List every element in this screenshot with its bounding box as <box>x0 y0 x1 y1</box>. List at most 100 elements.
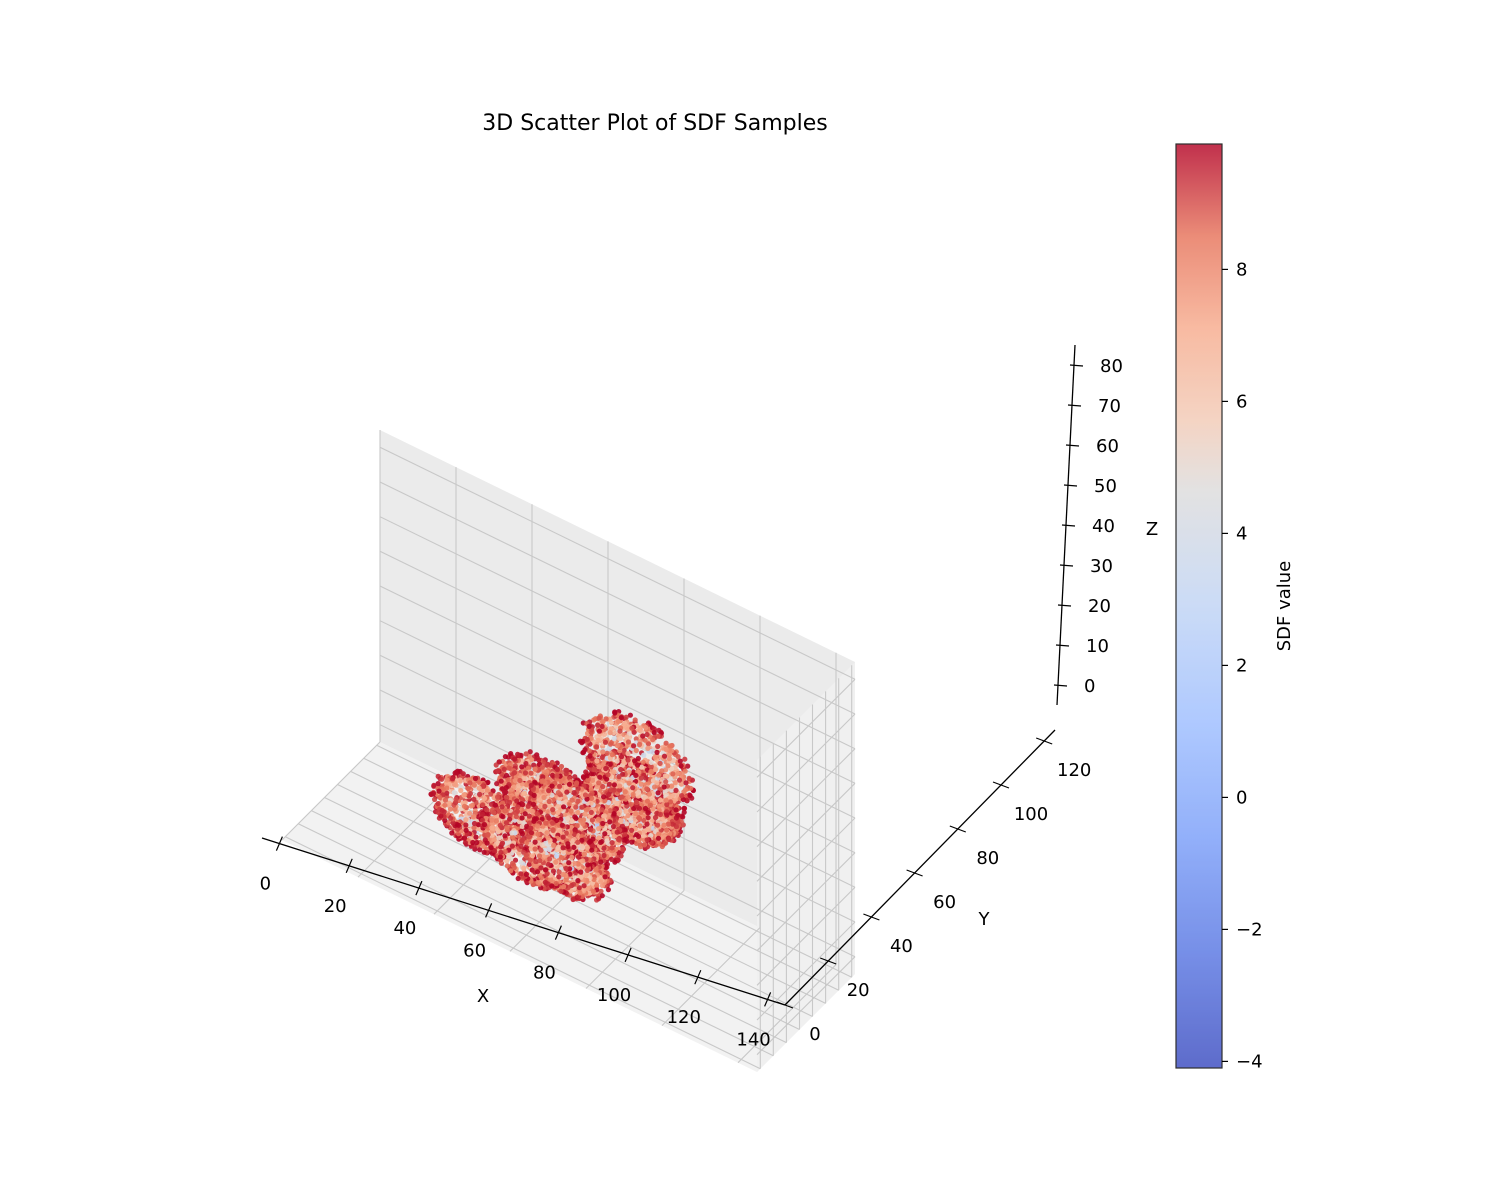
scatter-point <box>619 794 625 800</box>
scatter-point <box>675 770 681 777</box>
scatter-point <box>661 822 667 828</box>
scatter-point <box>611 782 618 788</box>
scatter-point <box>644 837 650 843</box>
y-tick-mark <box>1035 737 1053 745</box>
scatter-point <box>618 754 625 760</box>
scatter-point <box>659 816 666 822</box>
scatter-point <box>666 752 672 758</box>
scatter-point <box>609 856 615 863</box>
scatter-point <box>602 739 609 745</box>
scatter-point <box>627 712 634 718</box>
scatter-point <box>643 775 649 781</box>
scatter-point <box>680 796 686 803</box>
scatter-point <box>477 847 483 853</box>
scatter-point <box>528 770 534 776</box>
scatter-point <box>640 733 646 739</box>
scatter-point <box>664 827 670 833</box>
z-tick-mark <box>1057 604 1072 607</box>
grid-line-z-back <box>756 921 856 1021</box>
scatter-point <box>637 823 643 829</box>
scatter-point <box>600 820 606 827</box>
scatter-point <box>609 840 615 846</box>
scatter-point <box>534 754 540 761</box>
z-tick-label: 30 <box>1090 556 1113 577</box>
scatter-point <box>617 728 623 734</box>
scatter-point <box>597 774 603 780</box>
scatter-point <box>618 736 624 742</box>
scatter-point <box>641 842 647 848</box>
scatter-point <box>505 777 511 783</box>
z-tick-mark <box>1059 564 1074 567</box>
scatter-point <box>554 766 561 773</box>
scatter-point <box>670 757 677 764</box>
scatter-point <box>675 819 681 825</box>
scatter-point <box>523 751 529 757</box>
scatter-point <box>561 804 567 810</box>
grid-line-z-left <box>379 585 856 819</box>
scatter-point <box>651 730 657 736</box>
scatter-point <box>511 756 518 762</box>
scatter-point <box>622 789 628 795</box>
scatter-point <box>589 847 595 853</box>
y-tick-label: 120 <box>1057 760 1091 781</box>
scatter-point <box>657 811 664 818</box>
scatter-point <box>644 786 650 792</box>
scatter-point <box>600 784 606 790</box>
y-tick-label: 40 <box>890 936 913 957</box>
z-tick-mark <box>1063 484 1078 487</box>
scatter-point <box>581 851 588 857</box>
scatter-point <box>632 717 638 723</box>
scatter-point <box>501 766 507 772</box>
scatter-point <box>645 810 651 816</box>
scatter-point <box>683 787 689 793</box>
scatter-point <box>605 772 611 778</box>
scatter-point <box>641 752 647 758</box>
x-tick-mark <box>554 925 562 940</box>
scatter-point <box>681 809 687 815</box>
scatter-point <box>614 742 620 749</box>
scatter-point <box>633 811 639 817</box>
scatter-point <box>617 783 623 789</box>
scatter-point <box>623 714 629 720</box>
y-tick-label: 100 <box>1014 804 1048 825</box>
scatter-point <box>564 789 570 795</box>
scatter-point <box>609 845 615 851</box>
scatter-point <box>616 774 622 780</box>
x-tick-label: 40 <box>393 918 416 939</box>
scatter-point <box>669 783 675 789</box>
scatter-point <box>517 777 523 784</box>
grid-line-x-floor <box>324 797 800 1030</box>
scatter-point <box>642 737 648 743</box>
scatter-point <box>571 790 577 796</box>
grid-line-y-floor <box>585 890 685 989</box>
scatter-point <box>589 817 596 823</box>
scatter-point <box>686 775 692 782</box>
scatter-point <box>596 780 602 786</box>
scatter-point <box>673 807 679 813</box>
scatter-point <box>506 765 512 771</box>
x-tick-label: 140 <box>736 1029 770 1050</box>
scatter-point <box>558 778 564 785</box>
grid-line-z-left <box>379 516 856 750</box>
scatter-point <box>555 844 561 851</box>
scatter-point <box>654 822 661 828</box>
scatter-point <box>644 821 650 827</box>
grid-line-y-floor <box>661 927 761 1026</box>
scatter-point <box>625 726 631 732</box>
scatter-point <box>626 769 632 775</box>
y-tick-mark <box>863 913 880 921</box>
scatter-point <box>641 817 647 823</box>
scatter-point <box>675 754 681 760</box>
x-tick-mark <box>485 903 493 918</box>
scatter-point <box>515 751 521 758</box>
z-tick-mark <box>1065 444 1080 447</box>
scatter-point <box>669 765 675 772</box>
scatter-point <box>648 768 654 775</box>
scatter-point <box>653 753 659 760</box>
scatter-point <box>588 827 594 833</box>
grid-line-y-floor <box>281 741 381 841</box>
z-tick-label: 10 <box>1086 636 1109 657</box>
scatter-point <box>566 781 573 787</box>
scatter-point <box>632 758 638 764</box>
